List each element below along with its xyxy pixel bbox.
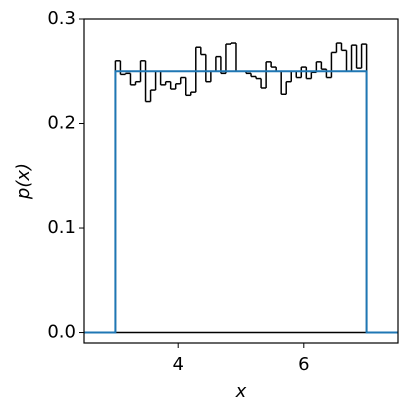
x-axis-label: x — [235, 381, 247, 402]
y-tick-label: 0.2 — [47, 113, 76, 134]
y-tick-label: 0.0 — [47, 322, 76, 343]
y-axis-label: p(x) — [13, 163, 34, 200]
x-tick-label: 6 — [298, 354, 309, 375]
plot-frame — [83, 18, 399, 344]
x-tick-label: 4 — [172, 354, 183, 375]
y-tick-label: 0.1 — [47, 217, 76, 238]
pdf-line — [84, 70, 398, 334]
y-tick-label: 0.3 — [47, 8, 76, 29]
